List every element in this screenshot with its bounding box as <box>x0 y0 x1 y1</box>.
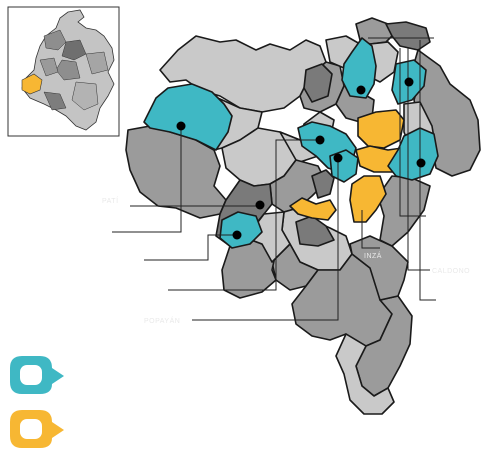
muni-center-4 <box>311 169 335 199</box>
colombia-region-1 <box>43 29 67 51</box>
leader-east-1 <box>399 48 426 217</box>
legend <box>10 356 64 448</box>
leader-center-teal <box>168 139 320 291</box>
dot-center <box>315 135 325 145</box>
colombia-inset <box>7 6 120 137</box>
location-dots <box>176 77 426 240</box>
leader-popayan <box>192 158 339 321</box>
orange-muni-3 <box>349 175 387 223</box>
orange-municipalities <box>289 109 405 223</box>
dot-east <box>416 158 426 168</box>
label-right-1: INZÁ <box>364 251 382 260</box>
teal-marker-icon <box>10 356 64 394</box>
dot-teal-southwest <box>232 230 242 240</box>
label-left-2: POPAYÁN <box>144 316 180 325</box>
dot-el-tambo <box>255 200 265 210</box>
orange-muni-4 <box>289 197 337 221</box>
colombia-region-3 <box>85 51 109 75</box>
teal-muni-center-2 <box>329 149 359 183</box>
leader-east-2 <box>407 48 430 271</box>
teal-muni-west <box>143 83 233 151</box>
colombia-region-5 <box>71 81 99 111</box>
municipalities <box>125 17 481 415</box>
leader-teal-west <box>112 126 182 233</box>
dot-center-2 <box>333 153 343 163</box>
muni-north-2 <box>303 63 333 103</box>
colombia-region-7 <box>43 91 67 111</box>
leader-orange-south <box>361 210 380 249</box>
teal-muni-north-left <box>341 37 377 99</box>
label-left-1: PATÍ <box>102 196 119 205</box>
dot-north-left <box>356 85 366 95</box>
muni-south-3 <box>335 333 395 415</box>
teal-muni-southwest <box>219 211 263 249</box>
colombia-region-2 <box>61 39 87 61</box>
faint-labels: PATÍ POPAYÁN INZÁ CALDONO <box>102 196 470 325</box>
orange-muni-1 <box>357 109 405 149</box>
orange-marker-icon <box>10 410 64 448</box>
leader-east-3 <box>419 40 436 301</box>
label-right-2: CALDONO <box>432 268 470 275</box>
muni-east-3 <box>377 175 431 247</box>
leader-teal-southwest <box>144 234 237 261</box>
dot-teal-west <box>176 121 186 131</box>
leader-lines <box>112 37 436 321</box>
colombia-cauca-highlight <box>21 73 43 95</box>
dot-north-right <box>404 77 414 87</box>
colombia-region-6 <box>39 57 59 77</box>
